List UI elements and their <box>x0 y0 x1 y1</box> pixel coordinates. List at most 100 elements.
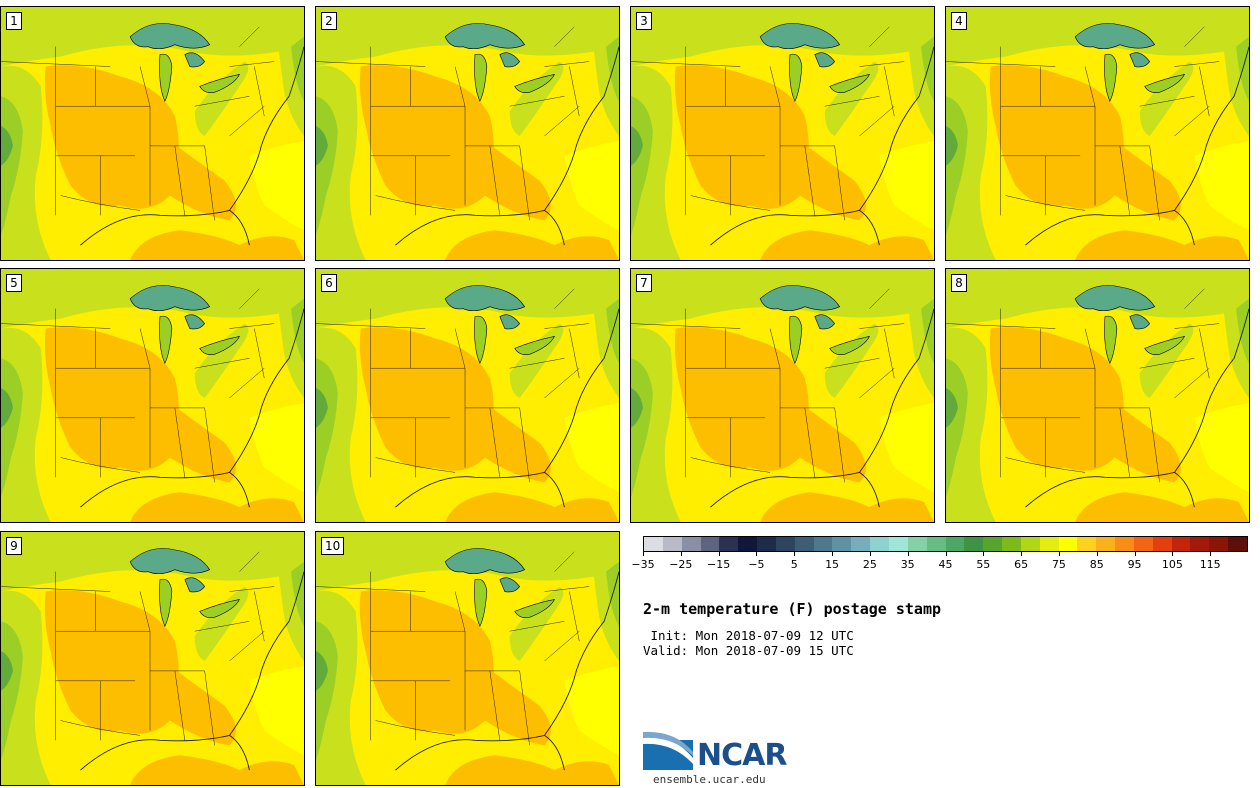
colorbar-swatch <box>1077 537 1097 551</box>
colorbar-swatch <box>1190 537 1210 551</box>
member-panel: 7 <box>630 268 935 523</box>
colorbar-swatch <box>813 537 833 551</box>
temperature-map <box>631 269 934 522</box>
member-number-label: 8 <box>951 274 967 292</box>
colorbar-tick-label: 85 <box>1089 558 1104 571</box>
colorbar-swatch <box>1115 537 1134 551</box>
colorbar-swatch <box>907 537 927 551</box>
logo-url: ensemble.ucar.edu <box>653 773 766 786</box>
colorbar-tick-label: 105 <box>1161 558 1183 571</box>
colorbar-tick <box>680 552 682 556</box>
colorbar-swatch <box>832 537 852 551</box>
chart-title: 2-m temperature (F) postage stamp <box>643 600 942 618</box>
colorbar-swatch <box>1039 537 1059 551</box>
temperature-map <box>1 269 304 522</box>
colorbar-swatch <box>1002 537 1021 551</box>
member-panel: 9 <box>0 531 305 786</box>
colorbar-swatch <box>870 537 889 551</box>
logo-text: NCAR <box>697 738 787 773</box>
colorbar-tick-label: −25 <box>669 558 693 571</box>
colorbar-swatch <box>1228 537 1247 551</box>
colorbar-swatch <box>1133 537 1153 551</box>
colorbar-tick <box>945 552 947 556</box>
colorbar-swatch <box>1209 537 1229 551</box>
colorbar-swatch <box>719 537 739 551</box>
member-panel: 5 <box>0 268 305 523</box>
colorbar-swatch <box>1058 537 1078 551</box>
colorbar-swatch <box>964 537 984 551</box>
member-panel: 8 <box>945 268 1250 523</box>
colorbar-swatch <box>1020 537 1040 551</box>
colorbar-tick <box>1021 552 1023 556</box>
colorbar-tick <box>1210 552 1212 556</box>
colorbar-tick-label: −5 <box>748 558 765 571</box>
member-panel: 1 <box>0 6 305 261</box>
colorbar-tick-label: 5 <box>790 558 798 571</box>
colorbar-swatch <box>1171 537 1191 551</box>
temperature-map <box>1 7 304 260</box>
temperature-map <box>316 269 619 522</box>
colorbar-tick-label: 65 <box>1014 558 1029 571</box>
member-number-label: 7 <box>636 274 652 292</box>
colorbar-tick-label: −15 <box>707 558 731 571</box>
colorbar-swatch <box>945 537 965 551</box>
colorbar-swatch <box>851 537 871 551</box>
colorbar-swatch <box>983 537 1003 551</box>
temperature-map <box>631 7 934 260</box>
temperature-map <box>1 532 304 785</box>
member-panel: 4 <box>945 6 1250 261</box>
colorbar-tick-label: 55 <box>976 558 991 571</box>
colorbar-tick <box>1096 552 1098 556</box>
colorbar-swatch <box>662 537 682 551</box>
colorbar-tick <box>1134 552 1136 556</box>
colorbar-swatch <box>888 537 908 551</box>
member-panel: 6 <box>315 268 620 523</box>
member-number-label: 5 <box>6 274 22 292</box>
colorbar-tick <box>1058 552 1060 556</box>
member-number-label: 2 <box>321 12 337 30</box>
member-number-label: 3 <box>636 12 652 30</box>
colorbar-swatch <box>757 537 776 551</box>
member-panel: 3 <box>630 6 935 261</box>
temperature-map <box>316 7 619 260</box>
colorbar-tick <box>756 552 758 556</box>
colorbar-tick <box>718 552 720 556</box>
colorbar <box>643 536 1248 552</box>
member-number-label: 10 <box>321 537 345 555</box>
member-number-label: 4 <box>951 12 967 30</box>
colorbar-tick-label: 15 <box>825 558 840 571</box>
temperature-map <box>316 532 619 785</box>
colorbar-swatch <box>926 537 946 551</box>
colorbar-swatch <box>775 537 795 551</box>
colorbar-swatch <box>1152 537 1172 551</box>
colorbar-swatch <box>644 537 663 551</box>
member-number-label: 1 <box>6 12 22 30</box>
colorbar-tick-label: 115 <box>1199 558 1221 571</box>
colorbar-tick <box>794 552 796 556</box>
colorbar-tick-label: 75 <box>1051 558 1066 571</box>
colorbar-tick <box>869 552 871 556</box>
member-panel: 2 <box>315 6 620 261</box>
colorbar-tick <box>907 552 909 556</box>
colorbar-tick <box>832 552 834 556</box>
ncar-logo-icon <box>643 731 693 770</box>
init-time: Init: Mon 2018-07-09 12 UTC <box>643 628 854 643</box>
colorbar-tick-label: 25 <box>862 558 877 571</box>
colorbar-swatch <box>700 537 720 551</box>
colorbar-swatch <box>1096 537 1116 551</box>
member-panel: 10 <box>315 531 620 786</box>
colorbar-tick-label: 35 <box>900 558 915 571</box>
colorbar-swatch <box>794 537 814 551</box>
colorbar-tick <box>1172 552 1174 556</box>
valid-time: Valid: Mon 2018-07-09 15 UTC <box>643 643 854 658</box>
temperature-map <box>946 269 1249 522</box>
colorbar-swatch <box>681 537 701 551</box>
member-number-label: 9 <box>6 537 22 555</box>
member-number-label: 6 <box>321 274 337 292</box>
colorbar-tick-label: 95 <box>1127 558 1142 571</box>
colorbar-ticks: −35 −25 −15 −5 5 15 25 35 45 55 65 75 85 95 105 115 <box>631 552 1248 572</box>
temperature-map <box>946 7 1249 260</box>
colorbar-tick <box>643 552 644 556</box>
colorbar-tick-label: 45 <box>938 558 953 571</box>
colorbar-tick <box>983 552 985 556</box>
